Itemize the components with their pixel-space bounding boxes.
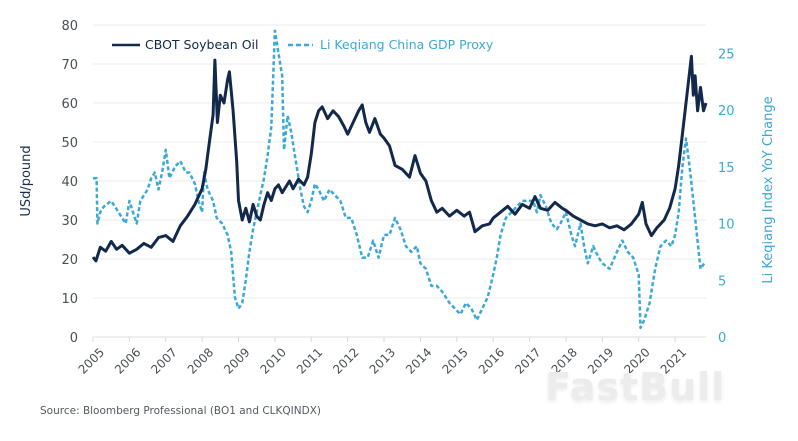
watermark: FastBull — [545, 365, 726, 409]
x-tick-label: 2012 — [330, 345, 361, 376]
x-tick-label: 2010 — [258, 345, 289, 376]
x-tick-label: 2015 — [439, 345, 470, 376]
x-tick-label: 2007 — [148, 345, 179, 376]
legend: CBOT Soybean Oil Li Keqiang China GDP Pr… — [112, 37, 494, 52]
y-right-tick-label: 20 — [718, 104, 735, 119]
x-tick-label: 2014 — [403, 345, 434, 376]
series-group — [91, 29, 708, 330]
y-left-tick-label: 20 — [61, 253, 78, 268]
series-line-li-keqiang-index — [93, 29, 706, 330]
x-tick-label: 2011 — [294, 345, 325, 376]
x-tick-label: 2013 — [367, 345, 398, 376]
x-tick-label: 2009 — [221, 345, 252, 376]
y-right-tick-label: 25 — [718, 47, 735, 62]
y-axis-left: 0 10 20 30 40 50 60 70 80 — [61, 19, 78, 346]
legend-label-soybean: CBOT Soybean Oil — [145, 37, 258, 52]
y-left-tick-label: 0 — [70, 331, 78, 346]
x-tick-label: 2006 — [112, 345, 143, 376]
x-tick-label: 2008 — [185, 345, 216, 376]
series-line-soybean-oil — [91, 54, 708, 263]
y-right-tick-label: 15 — [718, 161, 735, 176]
y-right-tick-label: 0 — [718, 331, 726, 346]
x-tick-label: 2005 — [76, 345, 107, 376]
y-axis-left-title: USd/pound — [19, 145, 34, 216]
y-left-tick-label: 30 — [61, 214, 78, 229]
y-left-tick-label: 50 — [61, 136, 78, 151]
y-left-tick-label: 80 — [61, 19, 78, 34]
source-note: Source: Bloomberg Professional (BO1 and … — [40, 405, 321, 417]
y-left-tick-label: 70 — [61, 58, 78, 73]
y-left-tick-label: 60 — [61, 97, 78, 112]
y-axis-right: 0 5 10 15 20 25 — [718, 47, 735, 346]
gridlines — [93, 24, 706, 338]
y-left-tick-label: 10 — [61, 292, 78, 307]
y-right-tick-label: 5 — [718, 274, 726, 289]
legend-label-gdp: Li Keqiang China GDP Proxy — [320, 37, 494, 52]
x-tick-label: 2016 — [476, 345, 507, 376]
y-axis-right-title: Li Keqiang Index YoY Change — [761, 96, 776, 283]
y-left-tick-label: 40 — [61, 175, 78, 190]
y-right-tick-label: 10 — [718, 218, 735, 233]
x-tick-label: 2017 — [512, 345, 543, 376]
